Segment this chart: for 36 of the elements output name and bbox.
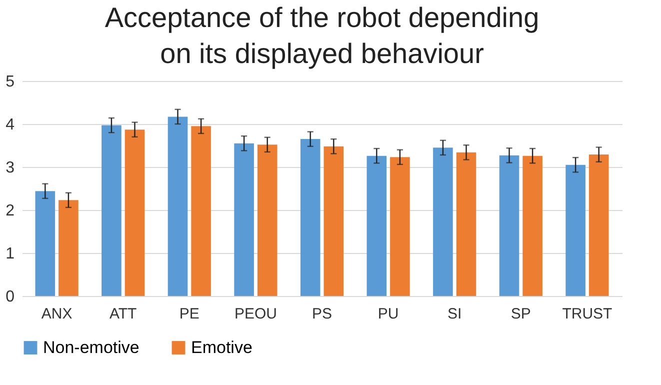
bar (257, 144, 278, 296)
y-tick-label: 2 (6, 202, 15, 220)
x-tick-label: SI (448, 306, 462, 322)
x-tick-label: SP (510, 306, 531, 322)
legend-label: Non-emotive (43, 338, 140, 357)
x-tick-label: PEOU (234, 306, 277, 322)
x-tick-label: ANX (41, 306, 72, 322)
x-tick-label: PU (378, 306, 399, 322)
bar (35, 191, 56, 296)
bar (522, 156, 542, 296)
y-tick-label: 3 (6, 160, 15, 176)
y-tick-label: 0 (6, 288, 15, 306)
x-tick-label: TRUST (562, 306, 612, 322)
bar (499, 155, 520, 296)
bar (566, 164, 586, 296)
bar (300, 139, 320, 296)
bar (366, 156, 387, 296)
bar (324, 146, 344, 296)
bar (588, 154, 609, 296)
bar (191, 126, 211, 296)
bar (58, 200, 78, 296)
bar (433, 148, 453, 296)
legend-label: Emotive (191, 338, 252, 357)
x-tick-label: ATT (109, 306, 137, 322)
y-tick-label: 1 (6, 246, 15, 262)
bar (456, 152, 476, 296)
y-tick-label: 4 (6, 116, 15, 134)
x-tick-label: PS (312, 306, 332, 322)
bar (234, 143, 254, 296)
bar (390, 157, 410, 296)
bar (102, 125, 122, 296)
chart-title: Acceptance of the robot depending on its displayed behaviour (104, 2, 540, 69)
bar (168, 116, 188, 296)
y-tick-label: 5 (6, 74, 15, 90)
x-tick-label: PE (179, 306, 200, 322)
bar (124, 130, 145, 296)
